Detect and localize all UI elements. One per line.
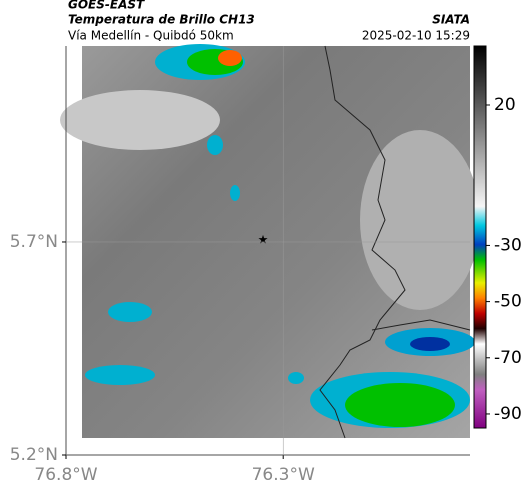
colorbar-tick-label: -30: [494, 235, 522, 255]
svg-text:★: ★: [258, 233, 269, 247]
colorbar-tick-label: -50: [494, 292, 522, 312]
y-tick-label: 5.2°N: [10, 445, 58, 465]
org: SIATA: [432, 13, 470, 27]
colorbar-tick-label: 20: [494, 95, 516, 115]
satellite-image: ★: [60, 44, 480, 439]
timestamp: 2025-02-10 15:29: [362, 29, 470, 43]
x-tick-label: 76.3°W: [252, 465, 315, 485]
route: Vía Medellín - Quibdó 50km: [68, 29, 234, 43]
colorbar-tick-label: -70: [494, 348, 522, 368]
x-tick-label: 76.8°W: [34, 465, 97, 485]
source: GOES-EAST: [68, 0, 145, 12]
product: Temperatura de Brillo CH13: [68, 13, 255, 27]
y-tick-label: 5.7°N: [10, 232, 58, 252]
colorbar-tick-label: -90: [494, 404, 522, 424]
colorbar: [473, 45, 487, 429]
